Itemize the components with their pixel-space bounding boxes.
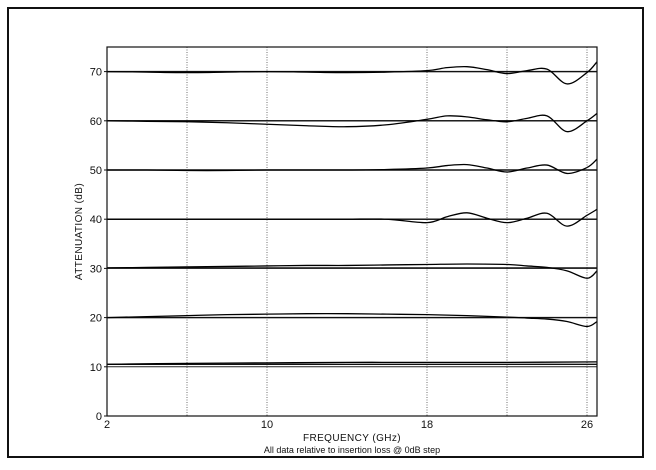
series-line	[106, 312, 598, 328]
series-line	[106, 61, 598, 85]
chart-frame	[7, 7, 644, 458]
x-axis-title: FREQUENCY (GHz)	[303, 433, 401, 444]
y-axis-title: ATTENUATION (dB)	[74, 183, 85, 280]
x-tick-label: 2	[104, 419, 110, 431]
y-tick-label: 0	[96, 411, 102, 423]
series-line	[106, 263, 598, 279]
y-tick-label: 10	[90, 362, 102, 374]
y-tick-label: 60	[90, 116, 102, 128]
chart-note: All data relative to insertion loss @ 0d…	[264, 445, 440, 455]
y-tick-label: 30	[90, 263, 102, 275]
y-tick-label: 70	[90, 67, 102, 79]
x-tick-label: 18	[421, 419, 433, 431]
x-tick-label: 26	[581, 419, 593, 431]
y-tick-label: 50	[90, 165, 102, 177]
series-line	[106, 361, 598, 365]
y-tick-label: 40	[90, 214, 102, 226]
tick-labels: 0 10 20 30 40 50 60 70 2 10 18 26	[90, 67, 593, 431]
series-line	[107, 208, 598, 227]
series-group	[106, 61, 598, 366]
plot-area	[106, 46, 598, 417]
series-line	[106, 158, 598, 175]
grid	[107, 47, 597, 416]
series-line	[106, 112, 598, 133]
y-tick-label: 20	[90, 313, 102, 325]
x-tick-label: 10	[261, 419, 273, 431]
